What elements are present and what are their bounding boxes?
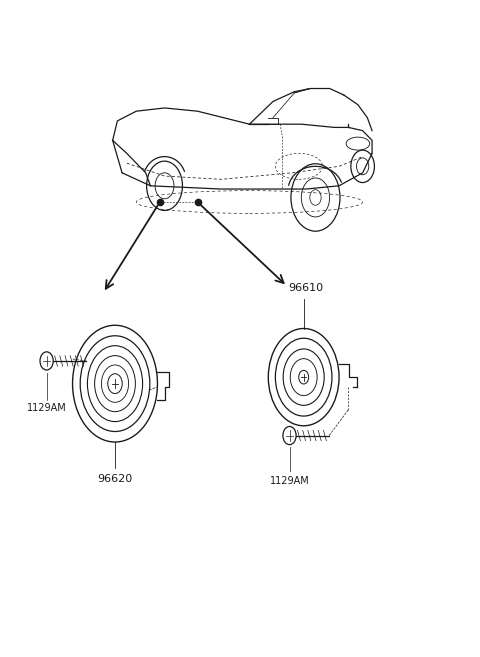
Text: 1129AM: 1129AM [27, 403, 67, 413]
Text: 1129AM: 1129AM [270, 476, 310, 486]
Text: 96620: 96620 [97, 474, 132, 484]
Text: 96610: 96610 [288, 283, 324, 293]
